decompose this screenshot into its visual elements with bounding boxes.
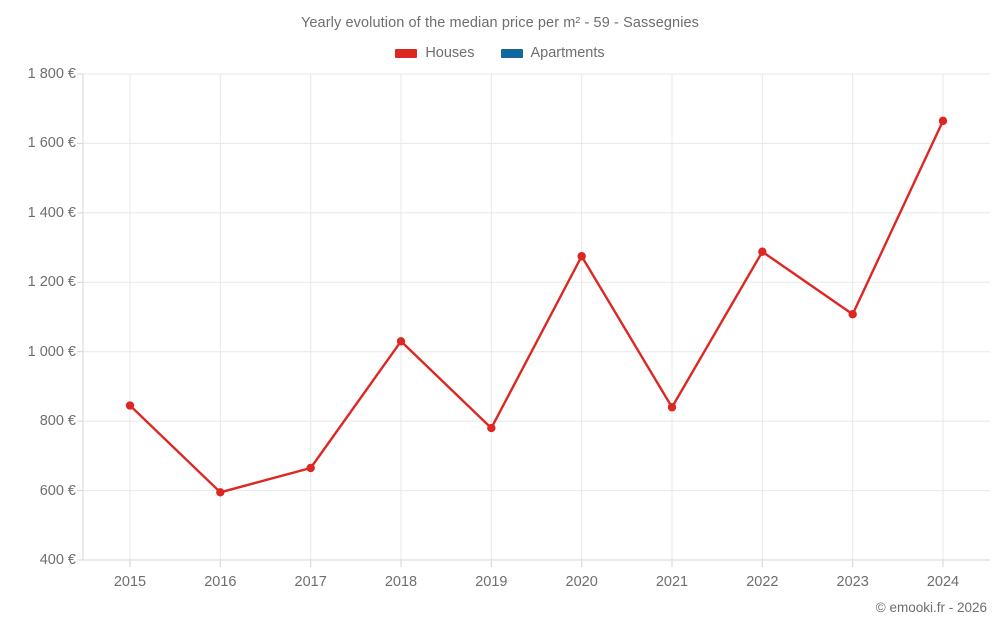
x-axis-label: 2015 [113, 574, 147, 590]
y-axis-label: 400 € [39, 552, 76, 568]
y-axis-label: 1 200 € [27, 274, 76, 291]
data-point-houses [487, 423, 496, 433]
y-axis-label: 1 000 € [27, 343, 76, 360]
y-axis-label: 800 € [39, 413, 76, 430]
data-point-houses [216, 488, 225, 497]
y-axis-tick-labels: 1 800 € 1 600 € 1 400 € 1 200 € 1 000 € 800 €… [0, 0, 76, 625]
data-point-houses [758, 247, 767, 256]
x-axis-label: 2017 [294, 574, 327, 590]
x-axis-label: 2019 [475, 574, 508, 590]
data-point-houses [667, 403, 677, 412]
legend-swatch-apartments [500, 48, 523, 58]
footer-credit: © emooki.fr - 2026 [875, 600, 987, 615]
legend-label-houses: Houses [425, 45, 475, 61]
data-point-houses [396, 337, 406, 346]
y-axis-label: 1 400 € [27, 204, 76, 221]
data-point-houses [125, 401, 135, 410]
data-point-houses [938, 116, 948, 126]
x-axis-label: 2024 [926, 574, 960, 590]
data-point-houses [577, 252, 586, 261]
x-axis-label: 2022 [746, 574, 779, 590]
y-axis-label: 1 600 € [27, 135, 76, 152]
series-line-houses [128, 119, 945, 494]
x-axis-label: 2016 [204, 574, 237, 590]
legend-swatch-houses [395, 48, 418, 58]
legend-item-apartments[interactable]: Apartments [500, 45, 605, 61]
x-axis-label: 2023 [836, 574, 869, 590]
data-point-houses [848, 310, 857, 319]
x-axis-label: 2021 [655, 574, 689, 590]
x-axis-label: 2020 [565, 574, 598, 590]
legend-label-apartments: Apartments [530, 45, 605, 61]
x-axis-label: 2018 [384, 574, 418, 590]
chart-title: Yearly evolution of the median price per… [300, 15, 700, 31]
y-axis-label: 1 800 € [27, 66, 76, 82]
legend-item-houses[interactable]: Houses [395, 45, 475, 61]
data-point-houses [306, 463, 315, 473]
y-axis-label: 600 € [39, 482, 76, 499]
chart-legend: Houses Apartments [0, 45, 1000, 61]
